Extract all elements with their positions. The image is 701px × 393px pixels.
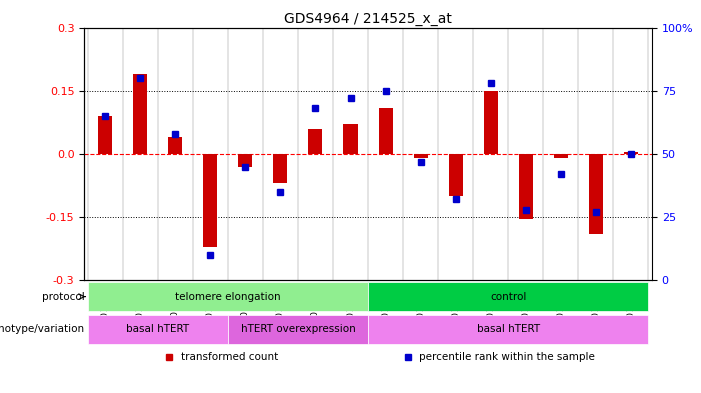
Text: percentile rank within the sample: percentile rank within the sample	[419, 352, 595, 362]
Bar	[414, 154, 428, 158]
Bar	[203, 154, 217, 247]
Bar	[449, 154, 463, 196]
Bar	[273, 154, 287, 184]
Bar	[484, 91, 498, 154]
Text: control: control	[490, 292, 526, 302]
Text: telomere elongation: telomere elongation	[175, 292, 280, 302]
Text: basal hTERT: basal hTERT	[126, 324, 189, 334]
Text: transformed count: transformed count	[181, 352, 278, 362]
Bar	[98, 116, 112, 154]
Bar	[519, 154, 533, 219]
Text: basal hTERT: basal hTERT	[477, 324, 540, 334]
Bar	[228, 314, 368, 344]
Bar	[368, 282, 648, 311]
Bar	[88, 314, 228, 344]
Bar	[368, 314, 648, 344]
Bar	[589, 154, 603, 234]
Bar	[168, 137, 182, 154]
Bar	[238, 154, 252, 167]
Bar	[624, 152, 638, 154]
Bar	[88, 282, 368, 311]
Bar	[554, 154, 568, 158]
Bar	[133, 74, 147, 154]
Text: genotype/variation: genotype/variation	[0, 324, 85, 334]
Bar	[343, 125, 358, 154]
Text: hTERT overexpression: hTERT overexpression	[240, 324, 355, 334]
Bar	[308, 129, 322, 154]
Bar	[379, 108, 393, 154]
Text: protocol: protocol	[42, 292, 85, 302]
Title: GDS4964 / 214525_x_at: GDS4964 / 214525_x_at	[284, 13, 452, 26]
